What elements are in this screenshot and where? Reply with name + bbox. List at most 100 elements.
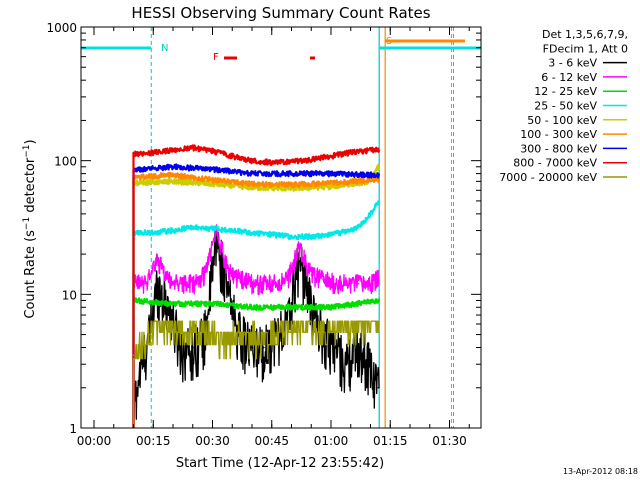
- data-point: [156, 282, 158, 285]
- data-point: [330, 306, 332, 309]
- data-point: [172, 229, 174, 232]
- data-point: [172, 323, 174, 325]
- data-point: [203, 274, 206, 276]
- data-point: [357, 282, 360, 285]
- data-point: [215, 238, 218, 240]
- series-7000-20000kev: [132, 320, 380, 428]
- data-point: [334, 346, 336, 349]
- data-point: [334, 282, 336, 285]
- legend-label: 800 - 7000 keV: [513, 157, 597, 170]
- data-point: [290, 235, 293, 238]
- series-line: [132, 320, 380, 428]
- data-point: [286, 278, 289, 280]
- y-tick-label: 10: [62, 288, 77, 302]
- data-point: [227, 293, 230, 296]
- data-point: [168, 306, 170, 309]
- data-point: [298, 247, 301, 250]
- data-point: [172, 166, 174, 168]
- data-point: [239, 278, 241, 280]
- data-point: [322, 278, 324, 280]
- data-point: [290, 328, 293, 330]
- data-point: [350, 229, 352, 232]
- annotation-n: N: [161, 43, 168, 54]
- data-point: [377, 299, 380, 302]
- footer-date: 13-Apr-2012 08:18: [563, 467, 638, 476]
- data-point: [310, 158, 313, 161]
- data-point: [140, 346, 143, 349]
- data-point: [357, 346, 360, 349]
- series-line: [132, 144, 381, 428]
- data-point: [377, 278, 380, 280]
- x-tick-label: 00:15: [136, 434, 171, 448]
- data-point: [259, 339, 261, 342]
- x-tick-label: 00:45: [254, 434, 289, 448]
- x-tick-label: 00:30: [195, 434, 230, 448]
- data-point: [195, 333, 198, 336]
- legend-label: 12 - 25 keV: [534, 85, 597, 98]
- chart-title: HESSI Observing Summary Count Rates: [131, 4, 430, 22]
- data-point: [211, 303, 214, 305]
- annotation-f: F: [213, 52, 219, 63]
- data-point: [243, 333, 245, 336]
- x-tick-label: 01:30: [432, 434, 467, 448]
- series-line: [132, 200, 381, 428]
- series-line: [132, 296, 381, 428]
- data-point: [140, 363, 143, 366]
- data-point: [271, 161, 273, 164]
- data-point: [227, 339, 230, 342]
- legend-label: 100 - 300 keV: [520, 128, 597, 141]
- data-point: [377, 387, 380, 389]
- data-point: [132, 153, 135, 155]
- data-point: [251, 346, 253, 349]
- data-point: [251, 159, 253, 162]
- data-point: [211, 150, 214, 152]
- data-point: [346, 282, 348, 285]
- data-point: [251, 282, 253, 285]
- data-point: [211, 178, 214, 181]
- y-axis-label: Count Rate (s−1 detector−1): [22, 139, 38, 318]
- x-tick-label: 00:00: [77, 434, 112, 448]
- data-point: [306, 323, 309, 325]
- legend-label: 25 - 50 keV: [534, 100, 597, 113]
- data-point: [192, 226, 194, 228]
- data-point: [263, 282, 265, 285]
- data-point: [172, 149, 174, 151]
- data-point: [361, 222, 364, 225]
- data-point: [369, 213, 372, 215]
- data-point: [274, 282, 277, 285]
- data-point: [330, 185, 332, 188]
- data-point: [156, 328, 158, 330]
- data-point: [148, 333, 151, 336]
- data-point: [152, 151, 155, 154]
- legend-header: FDecim 1, Att 0: [543, 42, 628, 55]
- legend: Det 1,3,5,6,7,9,FDecim 1, Att 0 3 - 6 keV…: [499, 28, 628, 184]
- plot-area: N S F: [81, 27, 481, 428]
- data-point: [377, 178, 380, 181]
- data-point: [211, 227, 214, 230]
- data-point: [377, 200, 380, 202]
- data-point: [369, 323, 372, 325]
- data-point: [377, 166, 380, 168]
- data-point: [330, 233, 332, 236]
- data-point: [290, 184, 293, 186]
- legend-label: 3 - 6 keV: [548, 57, 597, 70]
- data-point: [192, 146, 194, 149]
- legend-label: 7000 - 20000 keV: [499, 171, 597, 184]
- data-point: [156, 259, 158, 262]
- data-point: [369, 363, 372, 366]
- plot-frame: [80, 26, 482, 429]
- data-point: [227, 270, 230, 272]
- data-point: [172, 174, 174, 176]
- data-point: [346, 363, 348, 366]
- annotation-s: S: [386, 36, 392, 47]
- axes: 00:00 00:15 00:30 00:45 01:00 01:15 01:30 1 10 10…: [46, 21, 482, 448]
- y-tick-label: 1: [69, 422, 77, 436]
- data-point: [310, 274, 313, 276]
- series-25-50kev: [132, 200, 381, 428]
- data-point: [211, 168, 214, 171]
- series-800-7000kev: [132, 144, 381, 428]
- data-point: [377, 148, 380, 150]
- data-point: [353, 323, 356, 325]
- data-point: [290, 161, 293, 163]
- data-point: [172, 303, 174, 305]
